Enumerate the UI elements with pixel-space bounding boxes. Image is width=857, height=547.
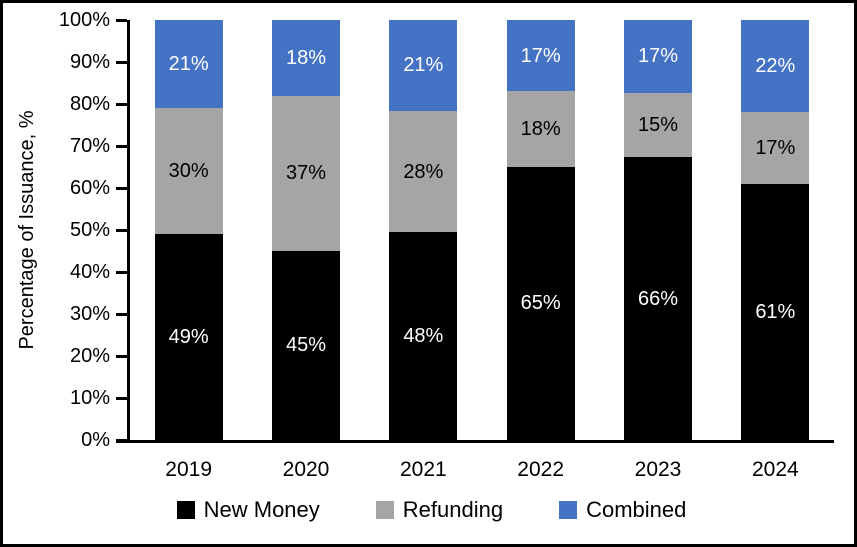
legend-label: Refunding bbox=[402, 497, 504, 522]
segment-refunding: 37% bbox=[272, 95, 340, 251]
data-label: 30% bbox=[168, 160, 209, 183]
y-tick-label: 20% bbox=[69, 345, 110, 367]
y-tick-mark bbox=[116, 312, 127, 316]
y-tick-mark bbox=[116, 228, 127, 232]
y-tick-label: 50% bbox=[69, 219, 110, 241]
data-label: 49% bbox=[168, 326, 209, 349]
legend-label: New Money bbox=[203, 497, 320, 522]
segment-refunding: 18% bbox=[506, 91, 575, 167]
y-tick-label: 90% bbox=[69, 51, 110, 73]
data-label: 61% bbox=[755, 300, 796, 323]
y-tick-mark bbox=[116, 60, 127, 64]
y-tick-mark bbox=[116, 354, 127, 358]
segment-new-money: 45% bbox=[272, 250, 340, 440]
legend-swatch-new-money bbox=[176, 501, 195, 519]
data-label: 17% bbox=[637, 45, 679, 68]
legend-item-combined: Combined bbox=[559, 497, 686, 523]
data-label: 65% bbox=[520, 292, 561, 315]
data-label: 17% bbox=[520, 44, 561, 67]
x-axis-label: 2020 bbox=[282, 458, 330, 481]
bar-2021: 21% 28% 48% bbox=[389, 20, 458, 440]
y-tick-label: 30% bbox=[69, 303, 110, 325]
x-axis-label: 2024 bbox=[751, 458, 799, 481]
y-tick-label: 40% bbox=[69, 261, 110, 283]
y-tick-mark bbox=[116, 144, 127, 148]
legend: New Money Refunding Combined bbox=[3, 497, 854, 523]
data-label: 45% bbox=[285, 334, 327, 357]
data-label: 48% bbox=[403, 325, 444, 348]
x-axis-label: 2021 bbox=[399, 458, 447, 481]
data-label: 18% bbox=[520, 118, 561, 141]
y-tick-label: 70% bbox=[69, 135, 110, 157]
y-tick-label: 60% bbox=[69, 177, 110, 199]
legend-item-new-money: New Money bbox=[176, 497, 320, 523]
bar-2020: 18% 37% 45% bbox=[272, 20, 340, 440]
y-tick-label: 80% bbox=[69, 93, 110, 115]
bar-2022: 17% 18% 65% bbox=[506, 20, 575, 440]
bar-2023: 17% 15% 66% bbox=[624, 20, 692, 440]
segment-refunding: 28% bbox=[389, 110, 458, 233]
data-label: 18% bbox=[285, 46, 327, 69]
segment-combined: 17% bbox=[624, 20, 692, 93]
data-label: 21% bbox=[403, 54, 444, 77]
y-tick-label: 0% bbox=[81, 429, 110, 451]
segment-combined: 22% bbox=[741, 20, 810, 113]
bar-2019: 21% 30% 49% bbox=[154, 20, 223, 440]
bar-2024: 22% 17% 61% bbox=[741, 20, 810, 440]
segment-new-money: 66% bbox=[624, 157, 692, 440]
segment-combined: 21% bbox=[154, 20, 223, 109]
segment-new-money: 65% bbox=[506, 166, 575, 440]
segment-new-money: 48% bbox=[389, 232, 458, 440]
segment-refunding: 30% bbox=[154, 108, 223, 235]
data-label: 28% bbox=[403, 160, 444, 183]
y-tick-mark bbox=[116, 186, 127, 190]
segment-combined: 21% bbox=[389, 20, 458, 111]
legend-swatch-combined bbox=[559, 501, 578, 519]
x-axis-line bbox=[116, 440, 834, 443]
y-tick-label: 10% bbox=[69, 387, 110, 409]
data-label: 21% bbox=[168, 53, 209, 76]
data-label: 22% bbox=[755, 55, 796, 78]
data-label: 37% bbox=[285, 162, 327, 185]
y-tick-label: 100% bbox=[58, 9, 110, 31]
segment-combined: 18% bbox=[272, 20, 340, 96]
segment-combined: 17% bbox=[506, 20, 575, 92]
y-tick-mark bbox=[116, 396, 127, 400]
segment-refunding: 15% bbox=[624, 92, 692, 158]
data-label: 15% bbox=[637, 113, 679, 136]
y-tick-mark bbox=[116, 270, 127, 274]
segment-refunding: 17% bbox=[741, 112, 810, 184]
y-axis-line bbox=[127, 20, 130, 443]
legend-swatch-refunding bbox=[375, 501, 394, 519]
x-axis-label: 2019 bbox=[165, 458, 213, 481]
segment-new-money: 61% bbox=[741, 183, 810, 440]
data-label: 17% bbox=[755, 137, 796, 160]
segment-new-money: 49% bbox=[154, 234, 223, 440]
x-axis-label: 2022 bbox=[517, 458, 565, 481]
legend-item-refunding: Refunding bbox=[375, 497, 504, 523]
data-label: 66% bbox=[637, 287, 679, 310]
x-axis-label: 2023 bbox=[634, 458, 682, 481]
legend-label: Combined bbox=[586, 497, 687, 522]
y-tick-mark bbox=[116, 102, 127, 106]
y-tick-mark bbox=[116, 18, 127, 22]
